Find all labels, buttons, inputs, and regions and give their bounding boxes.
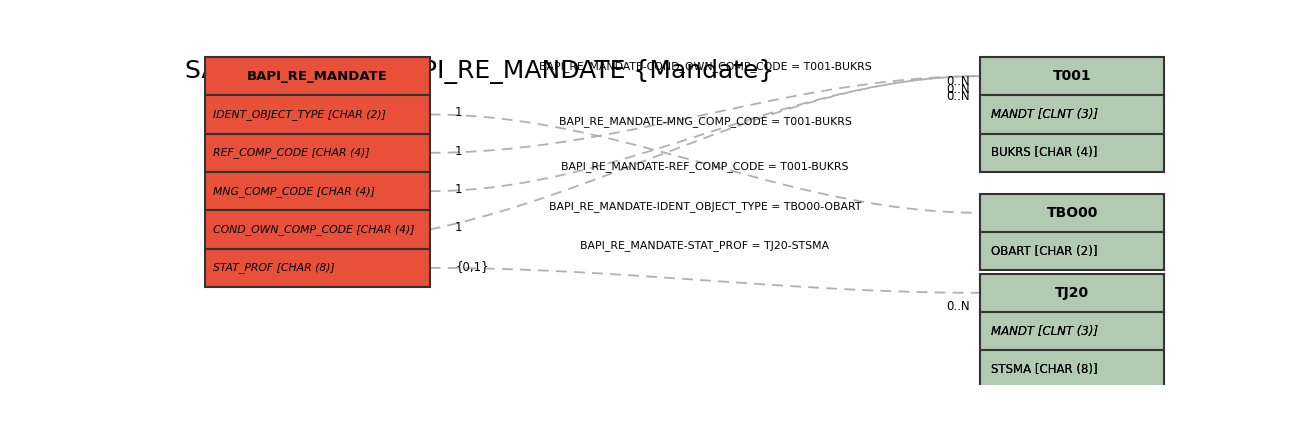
Text: BAPI_RE_MANDATE: BAPI_RE_MANDATE <box>247 70 388 83</box>
Text: MNG_COMP_CODE [CHAR (4)]: MNG_COMP_CODE [CHAR (4)] <box>213 186 375 197</box>
Text: MANDT [CLNT (3)]: MANDT [CLNT (3)] <box>991 108 1098 121</box>
FancyBboxPatch shape <box>205 134 429 172</box>
Text: BAPI_RE_MANDATE-MNG_COMP_CODE = T001-BUKRS: BAPI_RE_MANDATE-MNG_COMP_CODE = T001-BUK… <box>558 116 851 127</box>
FancyBboxPatch shape <box>980 274 1163 312</box>
FancyBboxPatch shape <box>205 172 429 210</box>
Text: STAT_PROF [CHAR (8)]: STAT_PROF [CHAR (8)] <box>213 262 336 273</box>
Text: 1: 1 <box>455 107 463 120</box>
Text: 0..N: 0..N <box>946 300 970 313</box>
Text: T001: T001 <box>1053 69 1091 83</box>
Text: TJ20: TJ20 <box>1055 286 1090 300</box>
Text: BAPI_RE_MANDATE-COND_OWN_COMP_CODE = T001-BUKRS: BAPI_RE_MANDATE-COND_OWN_COMP_CODE = T00… <box>538 61 871 72</box>
Text: MANDT [CLNT (3)]: MANDT [CLNT (3)] <box>991 108 1098 121</box>
Text: MANDT [CLNT (3)]: MANDT [CLNT (3)] <box>991 325 1098 338</box>
Text: STSMA [CHAR (8)]: STSMA [CHAR (8)] <box>991 363 1098 376</box>
FancyBboxPatch shape <box>205 210 429 249</box>
FancyBboxPatch shape <box>980 232 1163 270</box>
FancyBboxPatch shape <box>980 194 1163 232</box>
Text: MANDT [CLNT (3)]: MANDT [CLNT (3)] <box>991 325 1098 338</box>
FancyBboxPatch shape <box>980 95 1163 134</box>
Text: COND_OWN_COMP_CODE [CHAR (4)]: COND_OWN_COMP_CODE [CHAR (4)] <box>213 224 415 235</box>
Text: BAPI_RE_MANDATE-IDENT_OBJECT_TYPE = TBO00-OBART: BAPI_RE_MANDATE-IDENT_OBJECT_TYPE = TBO0… <box>549 201 861 213</box>
Text: BUKRS [CHAR (4)]: BUKRS [CHAR (4)] <box>991 146 1098 159</box>
Text: {0,1}: {0,1} <box>455 260 488 273</box>
FancyBboxPatch shape <box>980 134 1163 172</box>
FancyBboxPatch shape <box>980 57 1163 95</box>
FancyBboxPatch shape <box>205 95 429 134</box>
FancyBboxPatch shape <box>205 57 429 95</box>
Text: 1: 1 <box>455 183 463 196</box>
Text: OBART [CHAR (2)]: OBART [CHAR (2)] <box>991 245 1098 258</box>
Text: 1: 1 <box>455 221 463 234</box>
Text: STSMA [CHAR (8)]: STSMA [CHAR (8)] <box>991 363 1098 376</box>
Text: REF_COMP_CODE [CHAR (4)]: REF_COMP_CODE [CHAR (4)] <box>213 147 370 158</box>
Text: IDENT_OBJECT_TYPE [CHAR (2)]: IDENT_OBJECT_TYPE [CHAR (2)] <box>213 109 387 120</box>
Text: 1: 1 <box>455 145 463 158</box>
Text: 0..N: 0..N <box>946 83 970 96</box>
Text: SAP ABAP table BAPI_RE_MANDATE {Mandate}: SAP ABAP table BAPI_RE_MANDATE {Mandate} <box>184 58 774 84</box>
Text: 0..N
0..N: 0..N 0..N <box>946 75 970 103</box>
FancyBboxPatch shape <box>980 350 1163 389</box>
Text: BAPI_RE_MANDATE-REF_COMP_CODE = T001-BUKRS: BAPI_RE_MANDATE-REF_COMP_CODE = T001-BUK… <box>562 162 849 172</box>
Text: OBART [CHAR (2)]: OBART [CHAR (2)] <box>991 245 1098 258</box>
Text: BUKRS [CHAR (4)]: BUKRS [CHAR (4)] <box>991 146 1098 159</box>
FancyBboxPatch shape <box>205 249 429 287</box>
Text: BAPI_RE_MANDATE-STAT_PROF = TJ20-STSMA: BAPI_RE_MANDATE-STAT_PROF = TJ20-STSMA <box>580 240 829 251</box>
Text: TBO00: TBO00 <box>1046 206 1098 220</box>
FancyBboxPatch shape <box>980 312 1163 350</box>
